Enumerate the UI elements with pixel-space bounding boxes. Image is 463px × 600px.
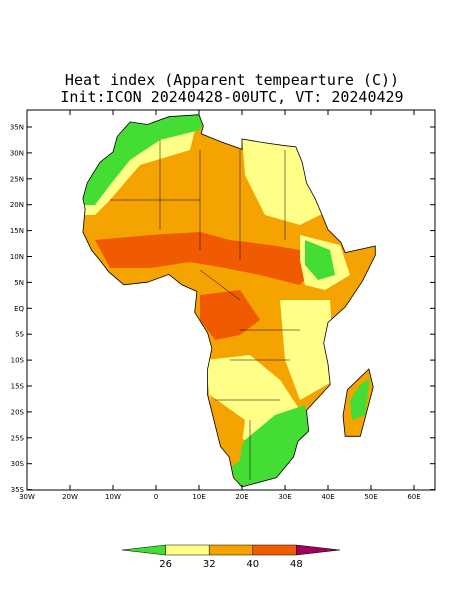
lat-label: EQ: [14, 305, 24, 313]
lat-label: 10N: [10, 253, 24, 261]
lon-label: 30E: [278, 493, 291, 501]
lat-label: 35N: [10, 124, 24, 132]
lat-label: 20N: [10, 201, 24, 209]
colorbar-label: 32: [203, 559, 216, 570]
lat-label: 15S: [11, 383, 25, 391]
lat-axis: 35N 30N 25N 20N 15N 10N 5N EQ 5S 10S 15S 20S 25S 30S 3…: [10, 124, 435, 494]
colorbar-box: [121, 544, 166, 556]
lat-label: 20S: [11, 408, 25, 416]
lon-label: 20E: [235, 493, 248, 501]
madagascar-east: [350, 378, 370, 420]
lon-label: 50E: [364, 493, 377, 501]
lon-axis: 30W 20W 10W 0 10E 20E 30E 40E 50E 60E: [19, 110, 421, 501]
lat-label: 35S: [11, 486, 25, 494]
colorbar-label: 26: [159, 559, 172, 570]
colorbar: 26 32 40 48: [121, 544, 341, 570]
colorbar-box: [208, 544, 254, 556]
lon-label: 60E: [407, 493, 420, 501]
lat-label: 25S: [11, 434, 25, 442]
lon-label: 10E: [192, 493, 205, 501]
map: [26, 109, 436, 491]
lat-label: 30S: [11, 460, 25, 468]
colorbar-label: 40: [246, 559, 259, 570]
lat-label: 5S: [15, 331, 24, 339]
lon-label: 10W: [105, 493, 121, 501]
lat-label: 10S: [11, 357, 25, 365]
lon-label: 0: [154, 493, 158, 501]
colorbar-label: 48: [290, 559, 303, 570]
lon-label: 40E: [321, 493, 334, 501]
subtitle: Init:ICON 20240428-00UTC, VT: 20240429: [60, 88, 403, 106]
title: Heat index (Apparent tempearture (C)): [65, 71, 399, 89]
lat-label: 15N: [10, 227, 24, 235]
lat-label: 30N: [10, 149, 24, 157]
lat-label: 25N: [10, 175, 24, 183]
lat-label: 5N: [14, 279, 24, 287]
colorbar-box: [165, 544, 210, 556]
colorbar-box: [252, 544, 297, 556]
borders: [110, 140, 300, 480]
lon-label: 30W: [19, 493, 35, 501]
lon-label: 20W: [62, 493, 78, 501]
colorbar-box: [296, 544, 341, 556]
